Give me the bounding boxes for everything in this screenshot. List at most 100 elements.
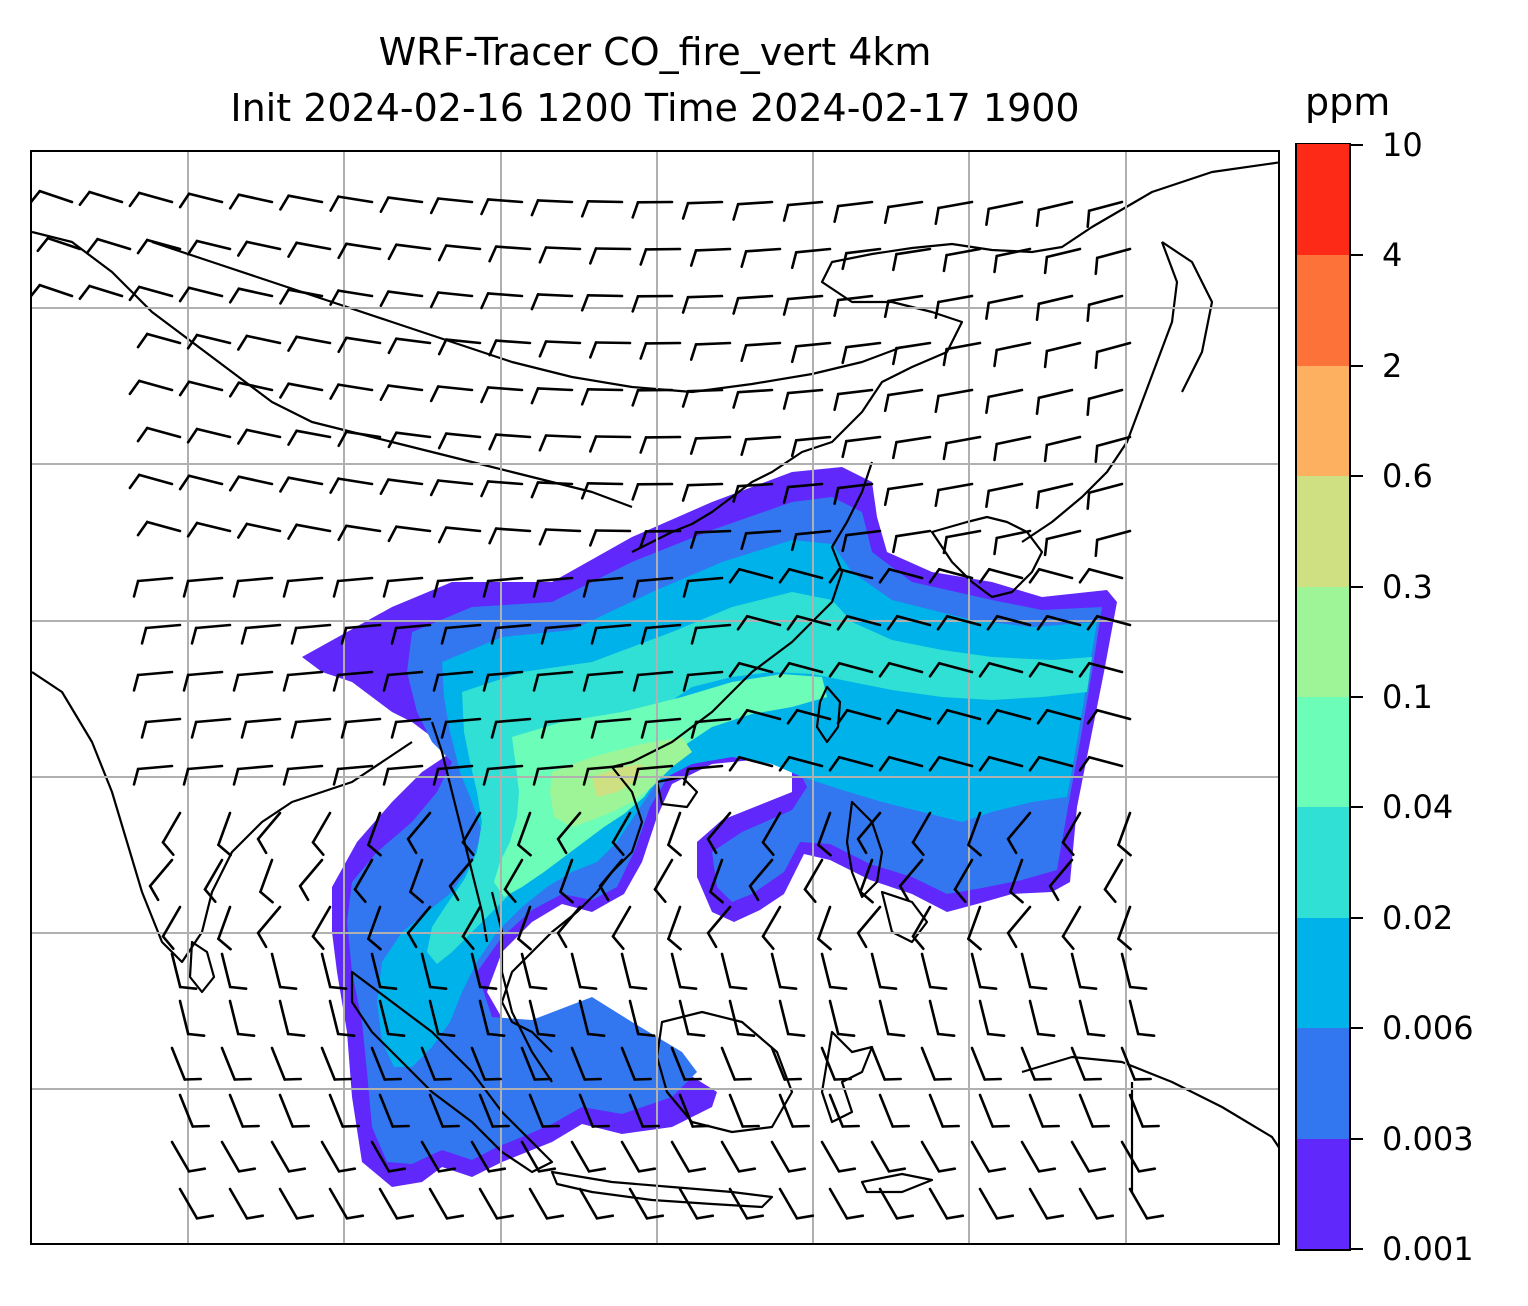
wind-barb-shaft (1020, 1140, 1041, 1173)
wind-barb-shaft (945, 614, 982, 627)
wind-barb-flag (639, 436, 648, 454)
wind-barb-flag (682, 673, 690, 692)
colorbar (1295, 143, 1351, 1251)
wind-barb-shaft (706, 811, 732, 841)
wind-barb-flag (537, 1167, 557, 1173)
wind-barb-shaft (586, 576, 624, 583)
wind-barb-flag (1078, 985, 1098, 991)
wind-barb-flag (859, 890, 874, 904)
wind-barb-flag (559, 890, 574, 904)
wind-barb-flag (291, 1124, 311, 1128)
wind-barb-shaft (370, 952, 382, 989)
wind-barb-shaft (245, 522, 282, 533)
wind-barb-flag (817, 937, 832, 951)
wind-barb-shaft (1045, 708, 1082, 721)
wind-barb-shaft (1009, 858, 1024, 894)
wind-barb-flag (748, 884, 760, 902)
wind-barb-shaft (728, 1187, 749, 1220)
wind-barb-shaft (795, 708, 832, 721)
wind-barb-shaft (1020, 952, 1032, 989)
wind-barb-flag (1037, 1167, 1057, 1173)
wind-barb-shaft (920, 1046, 937, 1081)
wind-barb-shaft (448, 858, 474, 888)
wind-barb-flag (186, 521, 199, 538)
wind-barb-shaft (987, 482, 1024, 493)
wind-barb-shaft (195, 521, 232, 533)
wind-barb-shaft (887, 661, 924, 674)
wind-barb-shaft (911, 811, 932, 844)
wind-barb-flag (836, 614, 849, 631)
wind-barb-shaft (937, 755, 974, 768)
wind-barb-flag (1128, 985, 1148, 991)
wind-barb-shaft (520, 952, 532, 989)
wind-barb-flag (689, 343, 698, 361)
wind-barb-shaft (336, 576, 374, 583)
wind-barb-shaft (478, 1187, 499, 1220)
colorbar-tick-label: 0.04 (1382, 788, 1454, 827)
wind-barb-shaft (444, 338, 482, 345)
wind-barb-shaft (586, 388, 624, 392)
wind-barb-shaft (709, 858, 724, 894)
wind-barb-flag (611, 841, 625, 857)
wind-barb-flag (728, 567, 741, 584)
wind-barb-shaft (887, 388, 924, 397)
colorbar-tick-label: 0.001 (1382, 1230, 1474, 1268)
wind-barb-flag (911, 841, 925, 857)
wind-barb-shaft (1045, 247, 1082, 259)
wind-barb-shaft (367, 905, 382, 941)
wind-barb-flag (786, 614, 799, 631)
wind-barb-shaft (686, 200, 724, 205)
wind-barb-flag (437, 1167, 457, 1173)
wind-barb-shaft (686, 764, 724, 771)
wind-barb-flag (228, 985, 248, 991)
colorbar-tick-label: 10 (1382, 126, 1423, 164)
wind-barb-shaft (236, 670, 274, 677)
wind-barb-flag (1094, 350, 1099, 370)
wind-barb-flag (1086, 303, 1091, 322)
wind-barb-flag (1103, 888, 1117, 904)
wind-barb-shaft (920, 952, 932, 989)
wind-barb-flag (178, 286, 191, 303)
wind-barb-flag (986, 614, 999, 631)
colorbar-tick-mark (1351, 364, 1363, 367)
wind-barb-flag (911, 935, 925, 951)
wind-barb-shaft (1006, 905, 1032, 935)
wind-barb-flag (985, 207, 991, 226)
colorbar-tick-label: 0.6 (1382, 457, 1433, 496)
wind-barb-flag (311, 935, 325, 951)
wind-barb-shaft (628, 999, 640, 1036)
wind-barb-shaft (1037, 661, 1074, 674)
colorbar-tick-mark (1351, 144, 1363, 146)
wind-barb-flag (928, 985, 948, 991)
wind-barb-shaft (394, 337, 432, 345)
wind-barb-flag (382, 767, 390, 786)
coastline-new-guinea (1021, 1055, 1278, 1192)
wind-barb-shaft (694, 341, 732, 346)
wind-barb-shaft (320, 952, 332, 989)
wind-barb-shaft (1087, 200, 1124, 213)
wind-barb-shaft (295, 335, 332, 345)
colorbar-segment (1297, 365, 1349, 477)
wind-barb-shaft (828, 1093, 845, 1128)
wind-barb-flag (883, 299, 890, 318)
wind-barb-flag (836, 708, 849, 725)
wind-barb-shaft (536, 481, 574, 486)
wind-barb-flag (733, 1077, 753, 1081)
wind-barb-flag (148, 884, 160, 902)
wind-barb-shaft (144, 623, 182, 630)
wind-barb-flag (228, 475, 241, 492)
wind-barb-flag (582, 579, 590, 598)
wind-barb-flag (406, 837, 418, 855)
wind-barb-shaft (578, 1093, 595, 1128)
wind-barb-flag (1086, 708, 1099, 725)
wind-barb-flag (32, 283, 42, 297)
wind-barb-flag (332, 673, 340, 692)
wind-barb-shaft (878, 1093, 895, 1128)
wind-barb-shaft (937, 294, 974, 304)
coastline-philippines-south (880, 890, 929, 944)
wind-barb-shaft (670, 1140, 691, 1173)
wind-barb-shaft (628, 1093, 645, 1128)
wind-barb-flag (653, 888, 667, 904)
wind-barb-flag (986, 708, 999, 725)
wind-barb-flag (986, 1032, 1006, 1038)
